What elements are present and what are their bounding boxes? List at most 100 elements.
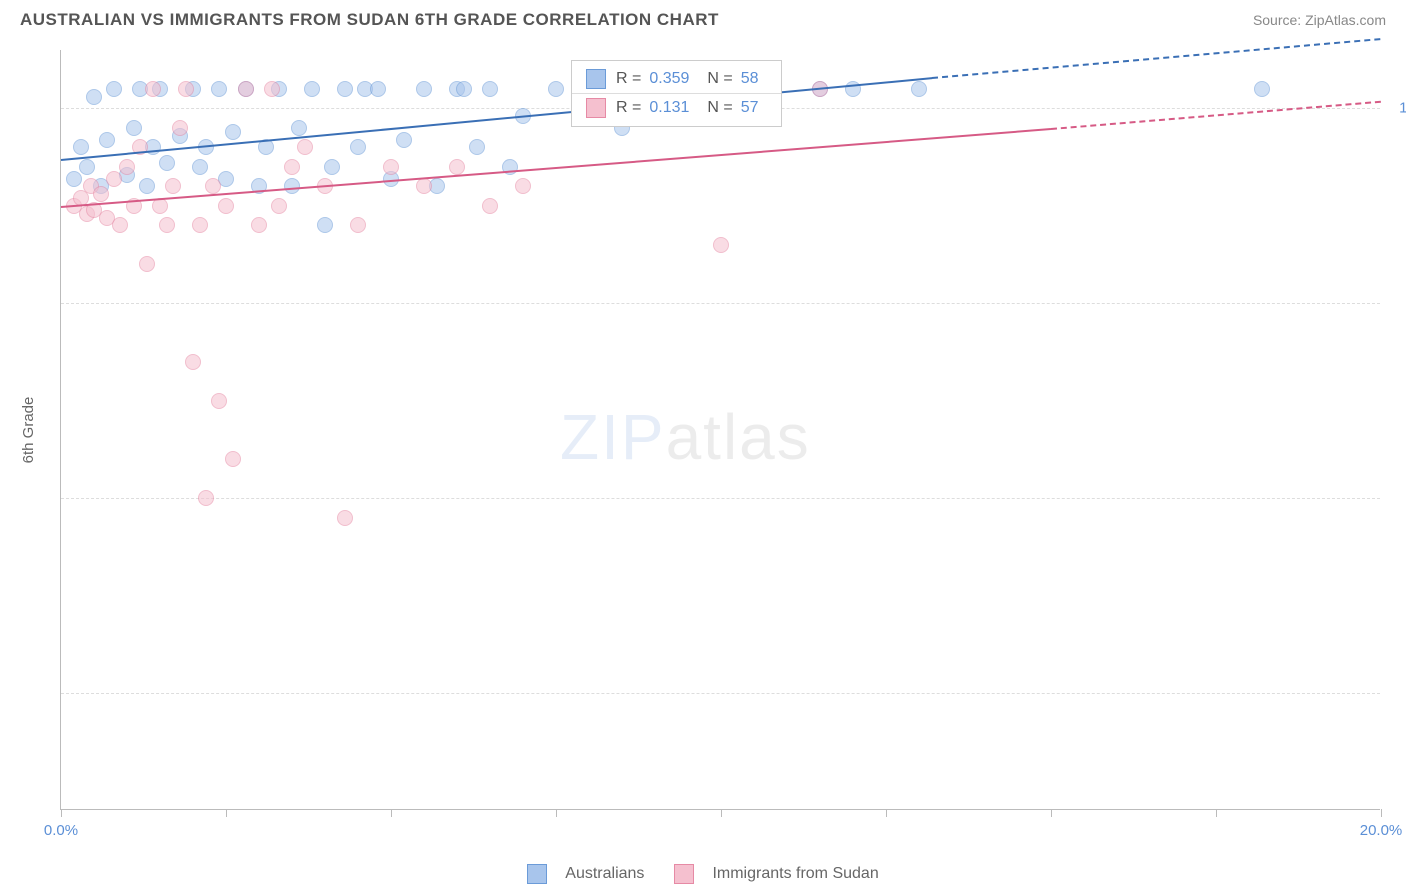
series-swatch xyxy=(586,98,606,118)
data-point xyxy=(112,217,128,233)
stats-box: R = 0.359 N = 58 R = 0.131 N = 57 xyxy=(571,60,782,127)
data-point xyxy=(383,159,399,175)
x-tick xyxy=(1051,809,1052,817)
x-tick xyxy=(556,809,557,817)
data-point xyxy=(271,198,287,214)
data-point xyxy=(482,198,498,214)
data-point xyxy=(99,132,115,148)
data-point xyxy=(416,178,432,194)
x-tick xyxy=(61,809,62,817)
x-tick xyxy=(1216,809,1217,817)
y-tick-label: 100.0% xyxy=(1390,100,1406,117)
x-tick-label: 20.0% xyxy=(1360,822,1403,839)
data-point xyxy=(350,139,366,155)
data-point xyxy=(416,81,432,97)
legend: Australians Immigrants from Sudan xyxy=(0,864,1406,884)
legend-swatch xyxy=(527,864,547,884)
data-point xyxy=(126,120,142,136)
legend-swatch xyxy=(674,864,694,884)
source-attribution: Source: ZipAtlas.com xyxy=(1253,12,1386,28)
gridline-h xyxy=(61,303,1380,304)
data-point xyxy=(192,159,208,175)
data-point xyxy=(172,120,188,136)
data-point xyxy=(106,81,122,97)
data-point xyxy=(211,393,227,409)
data-point xyxy=(284,159,300,175)
legend-label: Immigrants from Sudan xyxy=(712,865,878,883)
trend-line-dashed xyxy=(932,38,1381,79)
data-point xyxy=(205,178,221,194)
x-tick xyxy=(226,809,227,817)
data-point xyxy=(119,159,135,175)
data-point xyxy=(139,256,155,272)
data-point xyxy=(159,217,175,233)
r-value: 0.131 xyxy=(649,99,689,117)
y-tick-label: 95.0% xyxy=(1390,295,1406,312)
data-point xyxy=(106,171,122,187)
data-point xyxy=(291,120,307,136)
data-point xyxy=(456,81,472,97)
data-point xyxy=(297,139,313,155)
n-label: N = xyxy=(707,99,732,117)
data-point xyxy=(469,139,485,155)
data-point xyxy=(396,132,412,148)
r-label: R = xyxy=(616,70,641,88)
data-point xyxy=(370,81,386,97)
data-point xyxy=(350,217,366,233)
y-axis-label: 6th Grade xyxy=(20,397,37,464)
x-tick xyxy=(1381,809,1382,817)
watermark-bold: ZIP xyxy=(560,401,666,473)
legend-item: Australians xyxy=(527,864,644,884)
r-label: R = xyxy=(616,99,641,117)
data-point xyxy=(192,217,208,233)
data-point xyxy=(264,81,280,97)
data-point xyxy=(73,139,89,155)
data-point xyxy=(515,178,531,194)
watermark-thin: atlas xyxy=(666,401,811,473)
stats-row: R = 0.359 N = 58 xyxy=(572,65,781,93)
data-point xyxy=(165,178,181,194)
data-point xyxy=(93,186,109,202)
x-tick xyxy=(721,809,722,817)
data-point xyxy=(337,510,353,526)
data-point xyxy=(211,81,227,97)
data-point xyxy=(251,217,267,233)
watermark: ZIPatlas xyxy=(560,400,811,474)
x-tick xyxy=(391,809,392,817)
data-point xyxy=(317,217,333,233)
data-point xyxy=(548,81,564,97)
data-point xyxy=(86,89,102,105)
legend-item: Immigrants from Sudan xyxy=(674,864,878,884)
data-point xyxy=(218,198,234,214)
data-point xyxy=(178,81,194,97)
data-point xyxy=(238,81,254,97)
data-point xyxy=(139,178,155,194)
r-value: 0.359 xyxy=(649,70,689,88)
data-point xyxy=(304,81,320,97)
n-value: 58 xyxy=(741,70,759,88)
data-point xyxy=(198,490,214,506)
data-point xyxy=(482,81,498,97)
x-tick-label: 0.0% xyxy=(44,822,78,839)
data-point xyxy=(1254,81,1270,97)
trend-line-dashed xyxy=(1051,101,1381,130)
y-tick-label: 85.0% xyxy=(1390,685,1406,702)
n-label: N = xyxy=(707,70,732,88)
legend-label: Australians xyxy=(565,865,644,883)
data-point xyxy=(159,155,175,171)
gridline-h xyxy=(61,693,1380,694)
y-tick-label: 90.0% xyxy=(1390,490,1406,507)
data-point xyxy=(225,124,241,140)
data-point xyxy=(911,81,927,97)
data-point xyxy=(185,354,201,370)
series-swatch xyxy=(586,69,606,89)
n-value: 57 xyxy=(741,99,759,117)
data-point xyxy=(337,81,353,97)
data-point xyxy=(324,159,340,175)
data-point xyxy=(449,159,465,175)
data-point xyxy=(66,171,82,187)
gridline-h xyxy=(61,498,1380,499)
data-point xyxy=(79,159,95,175)
data-point xyxy=(145,81,161,97)
chart-title: AUSTRALIAN VS IMMIGRANTS FROM SUDAN 6TH … xyxy=(20,10,719,30)
